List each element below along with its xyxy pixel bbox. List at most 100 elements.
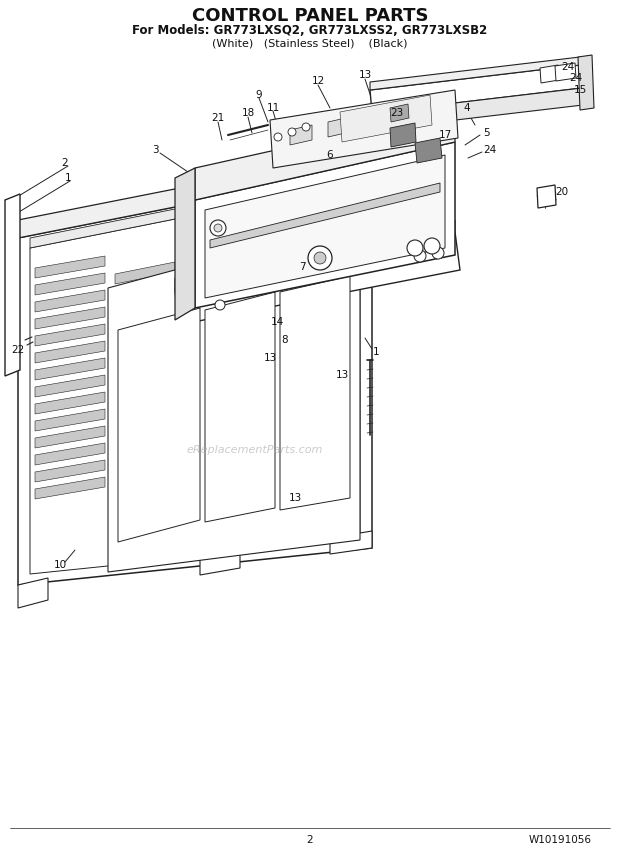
Polygon shape: [200, 548, 240, 575]
Polygon shape: [175, 168, 195, 320]
Polygon shape: [5, 194, 20, 376]
Text: 18: 18: [241, 108, 255, 118]
Text: 2: 2: [307, 835, 313, 845]
Text: 22: 22: [11, 345, 25, 355]
Text: 14: 14: [270, 317, 283, 327]
Text: 8: 8: [281, 335, 288, 345]
Polygon shape: [370, 65, 582, 113]
Polygon shape: [35, 460, 105, 482]
Polygon shape: [390, 123, 416, 147]
Polygon shape: [35, 426, 105, 448]
Polygon shape: [540, 65, 559, 83]
Polygon shape: [115, 313, 175, 335]
Polygon shape: [35, 443, 105, 465]
Polygon shape: [8, 220, 18, 246]
Polygon shape: [115, 279, 175, 301]
Text: 11: 11: [267, 103, 280, 113]
Polygon shape: [415, 138, 442, 163]
Polygon shape: [115, 483, 175, 505]
Polygon shape: [328, 117, 350, 137]
Text: 24: 24: [561, 62, 575, 72]
Circle shape: [414, 250, 426, 262]
Polygon shape: [18, 150, 372, 238]
Polygon shape: [35, 273, 105, 295]
Polygon shape: [35, 477, 105, 499]
Circle shape: [314, 252, 326, 264]
Polygon shape: [35, 256, 105, 278]
Text: 12: 12: [311, 76, 325, 86]
Polygon shape: [366, 109, 388, 129]
Polygon shape: [35, 341, 105, 363]
Text: W10191056: W10191056: [528, 835, 591, 845]
Text: 10: 10: [53, 560, 66, 570]
Text: 13: 13: [335, 370, 348, 380]
Polygon shape: [210, 183, 440, 248]
Text: 1: 1: [64, 173, 71, 183]
Polygon shape: [370, 57, 580, 90]
Polygon shape: [115, 330, 175, 352]
Polygon shape: [330, 531, 372, 554]
Text: 3: 3: [152, 145, 158, 155]
Polygon shape: [578, 55, 594, 110]
Polygon shape: [108, 220, 360, 572]
Polygon shape: [270, 90, 458, 168]
Text: 6: 6: [327, 150, 334, 160]
Text: 17: 17: [438, 130, 451, 140]
Polygon shape: [195, 142, 455, 308]
Polygon shape: [390, 104, 409, 122]
Polygon shape: [118, 308, 200, 542]
Text: eReplacementParts.com: eReplacementParts.com: [187, 445, 323, 455]
Polygon shape: [115, 262, 175, 284]
Polygon shape: [35, 409, 105, 431]
Circle shape: [214, 224, 222, 232]
Text: 5: 5: [483, 128, 489, 138]
Polygon shape: [175, 232, 460, 325]
Circle shape: [302, 123, 310, 131]
Polygon shape: [290, 125, 312, 145]
Circle shape: [210, 220, 226, 236]
Text: 7: 7: [299, 262, 305, 272]
Text: 24: 24: [569, 73, 583, 83]
Text: 23: 23: [391, 108, 404, 118]
Text: 4: 4: [464, 103, 471, 113]
Circle shape: [288, 128, 296, 136]
Circle shape: [215, 300, 225, 310]
Text: 24: 24: [484, 145, 497, 155]
Text: 20: 20: [556, 187, 569, 197]
Circle shape: [274, 133, 282, 141]
Text: For Models: GR773LXSQ2, GR773LXSS2, GR773LXSB2: For Models: GR773LXSQ2, GR773LXSS2, GR77…: [133, 23, 487, 37]
Polygon shape: [30, 182, 360, 574]
Polygon shape: [35, 358, 105, 380]
Text: (White)   (Stainless Steel)    (Black): (White) (Stainless Steel) (Black): [212, 38, 408, 48]
Polygon shape: [35, 307, 105, 329]
Circle shape: [407, 240, 423, 256]
Polygon shape: [115, 398, 175, 420]
Polygon shape: [370, 88, 583, 130]
Polygon shape: [115, 466, 175, 488]
Polygon shape: [115, 381, 175, 403]
Polygon shape: [115, 432, 175, 454]
Polygon shape: [115, 364, 175, 386]
Polygon shape: [175, 220, 455, 290]
Polygon shape: [35, 375, 105, 397]
Polygon shape: [205, 155, 445, 298]
Text: 13: 13: [288, 493, 301, 503]
Polygon shape: [35, 392, 105, 414]
Circle shape: [432, 247, 444, 259]
Text: 9: 9: [255, 90, 262, 100]
Text: 13: 13: [358, 70, 371, 80]
Polygon shape: [205, 292, 275, 522]
Polygon shape: [115, 449, 175, 471]
Polygon shape: [115, 296, 175, 318]
Polygon shape: [35, 324, 105, 346]
Polygon shape: [115, 347, 175, 369]
Polygon shape: [555, 63, 576, 81]
Polygon shape: [18, 578, 48, 608]
Polygon shape: [280, 276, 350, 510]
Polygon shape: [404, 101, 426, 121]
Text: 21: 21: [211, 113, 224, 123]
Polygon shape: [115, 415, 175, 437]
Text: 15: 15: [574, 85, 587, 95]
Text: CONTROL PANEL PARTS: CONTROL PANEL PARTS: [192, 7, 428, 25]
Polygon shape: [18, 168, 372, 585]
